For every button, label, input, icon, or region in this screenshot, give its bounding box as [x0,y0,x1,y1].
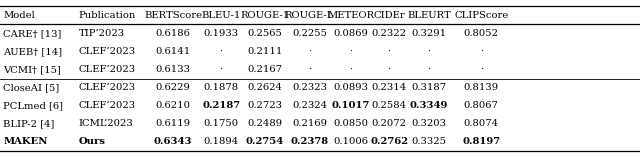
Text: 0.1878: 0.1878 [204,83,239,92]
Text: 0.8197: 0.8197 [462,137,500,146]
Text: 0.2314: 0.2314 [371,83,407,92]
Text: ·: · [388,47,390,56]
Text: ROUGE-L: ROUGE-L [285,11,334,20]
Text: BLEURT: BLEURT [407,11,451,20]
Text: 0.2565: 0.2565 [247,29,282,38]
Text: METEOR: METEOR [327,11,374,20]
Text: ·: · [308,47,311,56]
Text: CLEF’2023: CLEF’2023 [79,101,136,110]
Text: BLIP-2 [4]: BLIP-2 [4] [3,119,54,128]
Text: ·: · [480,65,483,74]
Text: 0.6229: 0.6229 [156,83,191,92]
Text: 0.6343: 0.6343 [154,137,193,146]
Text: ·: · [349,47,352,56]
Text: 0.2169: 0.2169 [292,119,327,128]
Text: PCLmed [6]: PCLmed [6] [3,101,63,110]
Text: 0.0893: 0.0893 [333,83,368,92]
Text: ·: · [388,65,390,74]
Text: 0.3203: 0.3203 [412,119,446,128]
Text: Ours: Ours [79,137,106,146]
Text: ·: · [220,47,223,56]
Text: ·: · [428,65,430,74]
Text: 0.3187: 0.3187 [412,83,446,92]
Text: 0.2378: 0.2378 [291,137,328,146]
Text: 0.6141: 0.6141 [156,47,191,56]
Text: ICML’2023: ICML’2023 [79,119,134,128]
Text: 0.2723: 0.2723 [247,101,282,110]
Text: 0.2167: 0.2167 [247,65,282,74]
Text: Model: Model [3,11,35,20]
Text: CIDEr: CIDEr [373,11,405,20]
Text: 0.6210: 0.6210 [156,101,191,110]
Text: CLEF’2023: CLEF’2023 [79,65,136,74]
Text: ·: · [349,65,352,74]
Text: 0.2584: 0.2584 [372,101,406,110]
Text: ·: · [428,47,430,56]
Text: VCMI† [15]: VCMI† [15] [3,65,61,74]
Text: TIP’2023: TIP’2023 [79,29,125,38]
Text: ·: · [480,47,483,56]
Text: ROUGE-1: ROUGE-1 [240,11,289,20]
Text: 0.2255: 0.2255 [292,29,327,38]
Text: MAKEN: MAKEN [3,137,48,146]
Text: BERTScore: BERTScore [144,11,202,20]
Text: 0.3349: 0.3349 [410,101,448,110]
Text: 0.1006: 0.1006 [333,137,368,146]
Text: CLEF’2023: CLEF’2023 [79,47,136,56]
Text: 0.2324: 0.2324 [292,101,327,110]
Text: 0.1894: 0.1894 [204,137,239,146]
Text: 0.2624: 0.2624 [247,83,282,92]
Text: 0.8067: 0.8067 [464,101,499,110]
Text: 0.0869: 0.0869 [333,29,368,38]
Text: CloseAI [5]: CloseAI [5] [3,83,60,92]
Text: 0.2187: 0.2187 [202,101,240,110]
Text: Publication: Publication [79,11,136,20]
Text: 0.2322: 0.2322 [372,29,406,38]
Text: CARE† [13]: CARE† [13] [3,29,61,38]
Text: 0.1017: 0.1017 [332,101,370,110]
Text: ·: · [220,65,223,74]
Text: BLEU-1: BLEU-1 [202,11,241,20]
Text: 0.3325: 0.3325 [412,137,446,146]
Text: CLIPScore: CLIPScore [454,11,508,20]
Text: 0.2489: 0.2489 [247,119,282,128]
Text: 0.8139: 0.8139 [464,83,499,92]
Text: AUEB† [14]: AUEB† [14] [3,47,62,56]
Text: 0.6133: 0.6133 [156,65,191,74]
Text: 0.1750: 0.1750 [204,119,239,128]
Text: ·: · [308,65,311,74]
Text: 0.3291: 0.3291 [412,29,446,38]
Text: 0.8074: 0.8074 [464,119,499,128]
Text: CLEF’2023: CLEF’2023 [79,83,136,92]
Text: 0.6186: 0.6186 [156,29,191,38]
Text: 0.2323: 0.2323 [292,83,327,92]
Text: 0.2072: 0.2072 [372,119,406,128]
Text: 0.0850: 0.0850 [333,119,368,128]
Text: 0.2762: 0.2762 [370,137,408,146]
Text: 0.2111: 0.2111 [247,47,282,56]
Text: 0.2754: 0.2754 [246,137,284,146]
Text: 0.6119: 0.6119 [156,119,191,128]
Text: 0.1933: 0.1933 [204,29,239,38]
Text: 0.8052: 0.8052 [464,29,499,38]
